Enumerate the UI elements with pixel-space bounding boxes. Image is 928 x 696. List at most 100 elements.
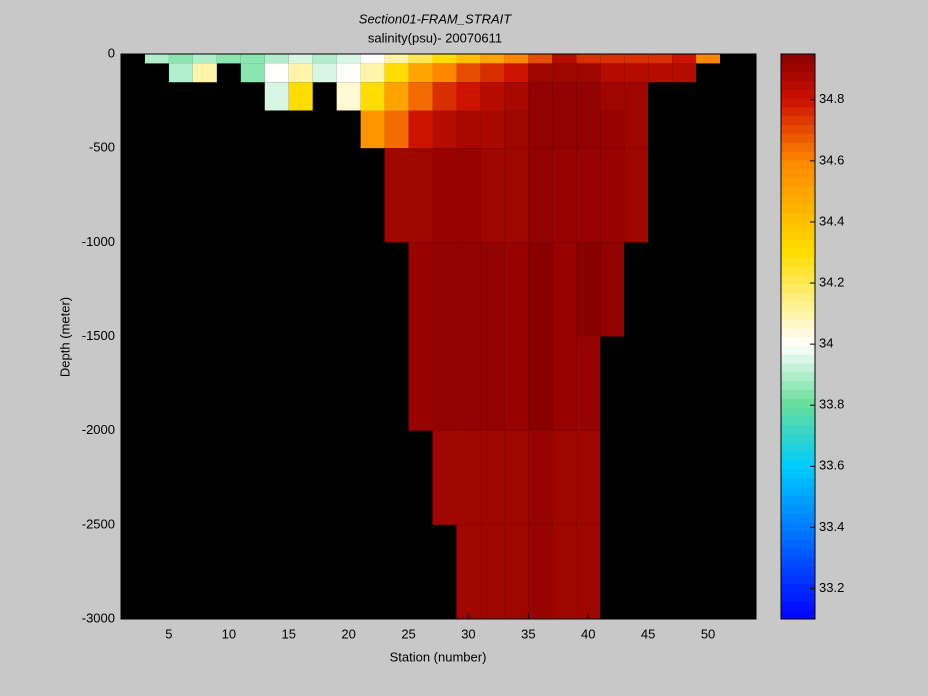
- heatmap-cell: [552, 110, 577, 149]
- heatmap-cell: [432, 63, 457, 83]
- heatmap-cell: [480, 63, 505, 83]
- x-tick-label: 10: [222, 626, 236, 641]
- heatmap-cell: [480, 54, 505, 64]
- colorbar-step: [781, 451, 815, 461]
- heatmap-cell: [432, 430, 457, 525]
- heatmap-cell: [552, 82, 577, 111]
- heatmap-cell: [648, 54, 673, 64]
- heatmap-cell: [264, 82, 289, 111]
- heatmap-cell: [576, 524, 601, 619]
- heatmap-cell: [600, 242, 625, 337]
- heatmap-cell: [648, 63, 673, 83]
- heatmap-cell: [576, 242, 601, 337]
- heatmap-cell: [504, 110, 529, 149]
- heatmap-cell: [624, 110, 649, 149]
- heatmap-cell: [624, 63, 649, 83]
- colorbar-step: [781, 592, 815, 602]
- colorbar-step: [781, 557, 815, 567]
- colorbar-step: [781, 539, 815, 549]
- colorbar-step: [781, 389, 815, 399]
- heatmap-cell: [576, 110, 601, 149]
- colorbar-step: [781, 115, 815, 126]
- colorbar-step: [781, 530, 815, 541]
- heatmap-cell: [264, 63, 289, 83]
- heatmap-cell: [168, 54, 193, 64]
- heatmap-cell: [432, 336, 457, 431]
- heatmap-cell: [456, 54, 481, 64]
- heatmap-cell: [456, 110, 481, 149]
- colorbar-step: [781, 415, 815, 426]
- heatmap-cell: [480, 336, 505, 431]
- heatmap-cell: [384, 63, 409, 83]
- y-tick-label: -3000: [82, 610, 115, 625]
- y-tick-label: -500: [89, 140, 115, 155]
- colorbar-step: [781, 151, 815, 161]
- colorbar-step: [781, 265, 815, 276]
- heatmap-cell: [504, 524, 529, 619]
- x-tick-label: 40: [581, 626, 595, 641]
- heatmap-cell: [408, 54, 433, 64]
- colorbar-step: [781, 230, 815, 240]
- heatmap-cell: [408, 63, 433, 83]
- heatmap-cell: [360, 54, 385, 64]
- colorbar-step: [781, 177, 815, 187]
- heatmap-cell: [192, 63, 217, 83]
- colorbar-step: [781, 98, 815, 108]
- colorbar-step: [781, 442, 815, 452]
- colorbar-tick-label: 34: [819, 336, 833, 351]
- y-tick-label: 0: [108, 45, 115, 60]
- heatmap-cell: [600, 63, 625, 83]
- heatmap-cell: [528, 242, 553, 337]
- heatmap-cell: [600, 82, 625, 111]
- heatmap-cell: [576, 148, 601, 243]
- colorbar-step: [781, 486, 815, 496]
- heatmap-cell: [528, 54, 553, 64]
- heatmap-cell: [456, 336, 481, 431]
- colorbar-step: [781, 513, 815, 523]
- heatmap-cell: [456, 430, 481, 525]
- heatmap-cell: [216, 54, 241, 64]
- heatmap-cell: [576, 82, 601, 111]
- colorbar-step: [781, 362, 815, 373]
- colorbar-step: [781, 504, 815, 514]
- heatmap-cell: [432, 242, 457, 337]
- colorbar-step: [781, 371, 815, 382]
- colorbar-tick-label: 33.6: [819, 458, 844, 473]
- y-axis-label: Depth (meter): [57, 297, 72, 377]
- colorbar-tick-label: 34.8: [819, 91, 844, 106]
- colorbar-step: [781, 380, 815, 390]
- heatmap-cell: [384, 54, 409, 64]
- heatmap-cell: [528, 336, 553, 431]
- heatmap-cell: [504, 63, 529, 83]
- heatmap-cell: [168, 63, 193, 83]
- heatmap-cell: [480, 110, 505, 149]
- heatmap-cell: [552, 242, 577, 337]
- x-axis-label: Station (number): [390, 649, 487, 664]
- heatmap-cell: [552, 54, 577, 64]
- colorbar-step: [781, 566, 815, 576]
- heatmap-cell: [408, 242, 433, 337]
- heatmap-cell: [480, 82, 505, 111]
- x-tick-label: 5: [165, 626, 172, 641]
- heatmap-cell: [432, 82, 457, 111]
- colorbar-step: [781, 142, 815, 152]
- heatmap-cell: [672, 54, 697, 64]
- colorbar-step: [781, 601, 815, 611]
- colorbar-step: [781, 221, 815, 232]
- colorbar-step: [781, 124, 815, 134]
- colorbar-step: [781, 327, 815, 337]
- heatmap-cell: [504, 242, 529, 337]
- heatmap-cell: [552, 63, 577, 83]
- heatmap-cell: [624, 148, 649, 243]
- heatmap-cell: [480, 148, 505, 243]
- heatmap-cell: [600, 54, 625, 64]
- heatmap-cell: [672, 63, 697, 83]
- colorbar-step: [781, 583, 815, 594]
- heatmap-cell: [240, 54, 265, 64]
- x-tick-label: 30: [461, 626, 475, 641]
- colorbar-tick-label: 33.4: [819, 519, 844, 534]
- colorbar-step: [781, 574, 815, 585]
- colorbar-step: [781, 310, 815, 320]
- heatmap-cell: [408, 82, 433, 111]
